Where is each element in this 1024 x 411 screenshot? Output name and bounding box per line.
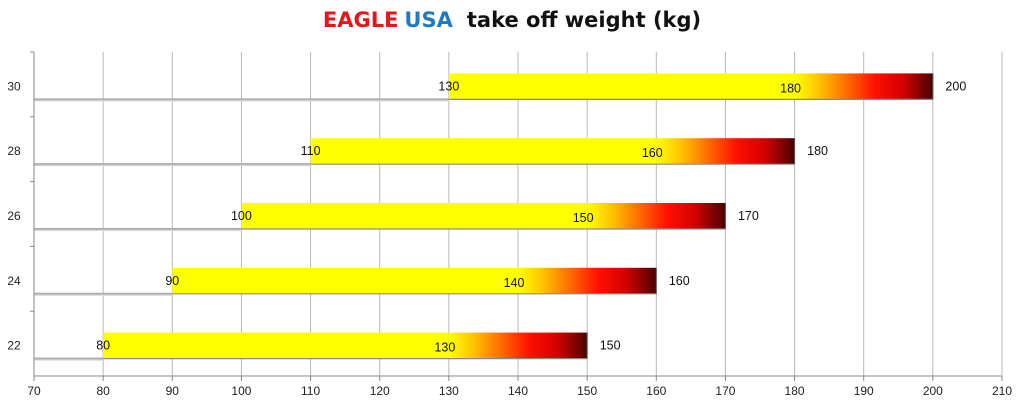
chart-title: EAGLE USA take off weight (kg) xyxy=(0,8,1024,32)
data-label-mid: 150 xyxy=(573,211,594,225)
data-label-start: 130 xyxy=(438,79,459,93)
x-tick-label: 170 xyxy=(715,384,735,398)
x-tick-label: 200 xyxy=(923,384,943,398)
data-label-end: 170 xyxy=(738,209,759,223)
x-tick-label: 150 xyxy=(577,384,597,398)
x-tick-label: 140 xyxy=(508,384,528,398)
x-tick-label: 120 xyxy=(370,384,390,398)
bar-floor-shadow xyxy=(34,357,104,361)
bar-heat-segment xyxy=(518,267,657,294)
y-tick-label: 28 xyxy=(7,144,21,158)
data-label-end: 200 xyxy=(945,79,966,93)
data-label-mid: 130 xyxy=(434,341,455,355)
x-tick-label: 100 xyxy=(231,384,251,398)
title-text: take off weight (kg) xyxy=(466,8,702,32)
data-label-start: 90 xyxy=(165,274,179,288)
bar-floor-shadow xyxy=(34,228,242,231)
bar-heat-segment xyxy=(794,73,933,100)
data-label-start: 100 xyxy=(231,209,252,223)
data-label-start: 80 xyxy=(96,339,110,353)
data-label-mid: 180 xyxy=(780,81,801,95)
x-tick-label: 190 xyxy=(854,384,874,398)
bar-base-segment xyxy=(310,138,657,165)
data-label-mid: 160 xyxy=(642,146,663,160)
bar-floor-shadow xyxy=(34,163,311,167)
y-tick-label: 30 xyxy=(7,79,21,93)
x-tick-label: 130 xyxy=(439,384,459,398)
bar-base-segment xyxy=(448,73,795,100)
y-tick-label: 24 xyxy=(7,274,21,288)
bar-base-segment xyxy=(172,267,519,294)
y-tick-label: 26 xyxy=(7,209,21,223)
x-tick-label: 110 xyxy=(301,384,320,398)
data-label-end: 160 xyxy=(669,274,690,288)
x-tick-label: 80 xyxy=(96,384,110,398)
data-label-end: 180 xyxy=(807,144,828,158)
bar-heat-segment xyxy=(656,138,795,165)
bar-heat-segment xyxy=(587,203,726,229)
data-label-end: 150 xyxy=(600,339,621,353)
x-tick-label: 210 xyxy=(992,384,1012,398)
x-tick-label: 180 xyxy=(785,384,805,398)
title-brand-usa: USA xyxy=(404,8,453,32)
y-tick-label: 22 xyxy=(7,339,21,353)
x-tick-label: 160 xyxy=(646,384,666,398)
x-tick-label: 90 xyxy=(166,384,180,398)
x-tick-label: 70 xyxy=(27,384,41,398)
bar-base-segment xyxy=(241,203,588,229)
title-brand-eagle: EAGLE xyxy=(322,8,399,32)
data-label-mid: 140 xyxy=(504,276,525,290)
bar-floor-shadow xyxy=(34,98,449,102)
bar-floor-shadow xyxy=(34,292,173,296)
data-label-start: 110 xyxy=(301,144,321,158)
bar-heat-segment xyxy=(448,332,588,359)
bar-base-segment xyxy=(103,332,449,359)
